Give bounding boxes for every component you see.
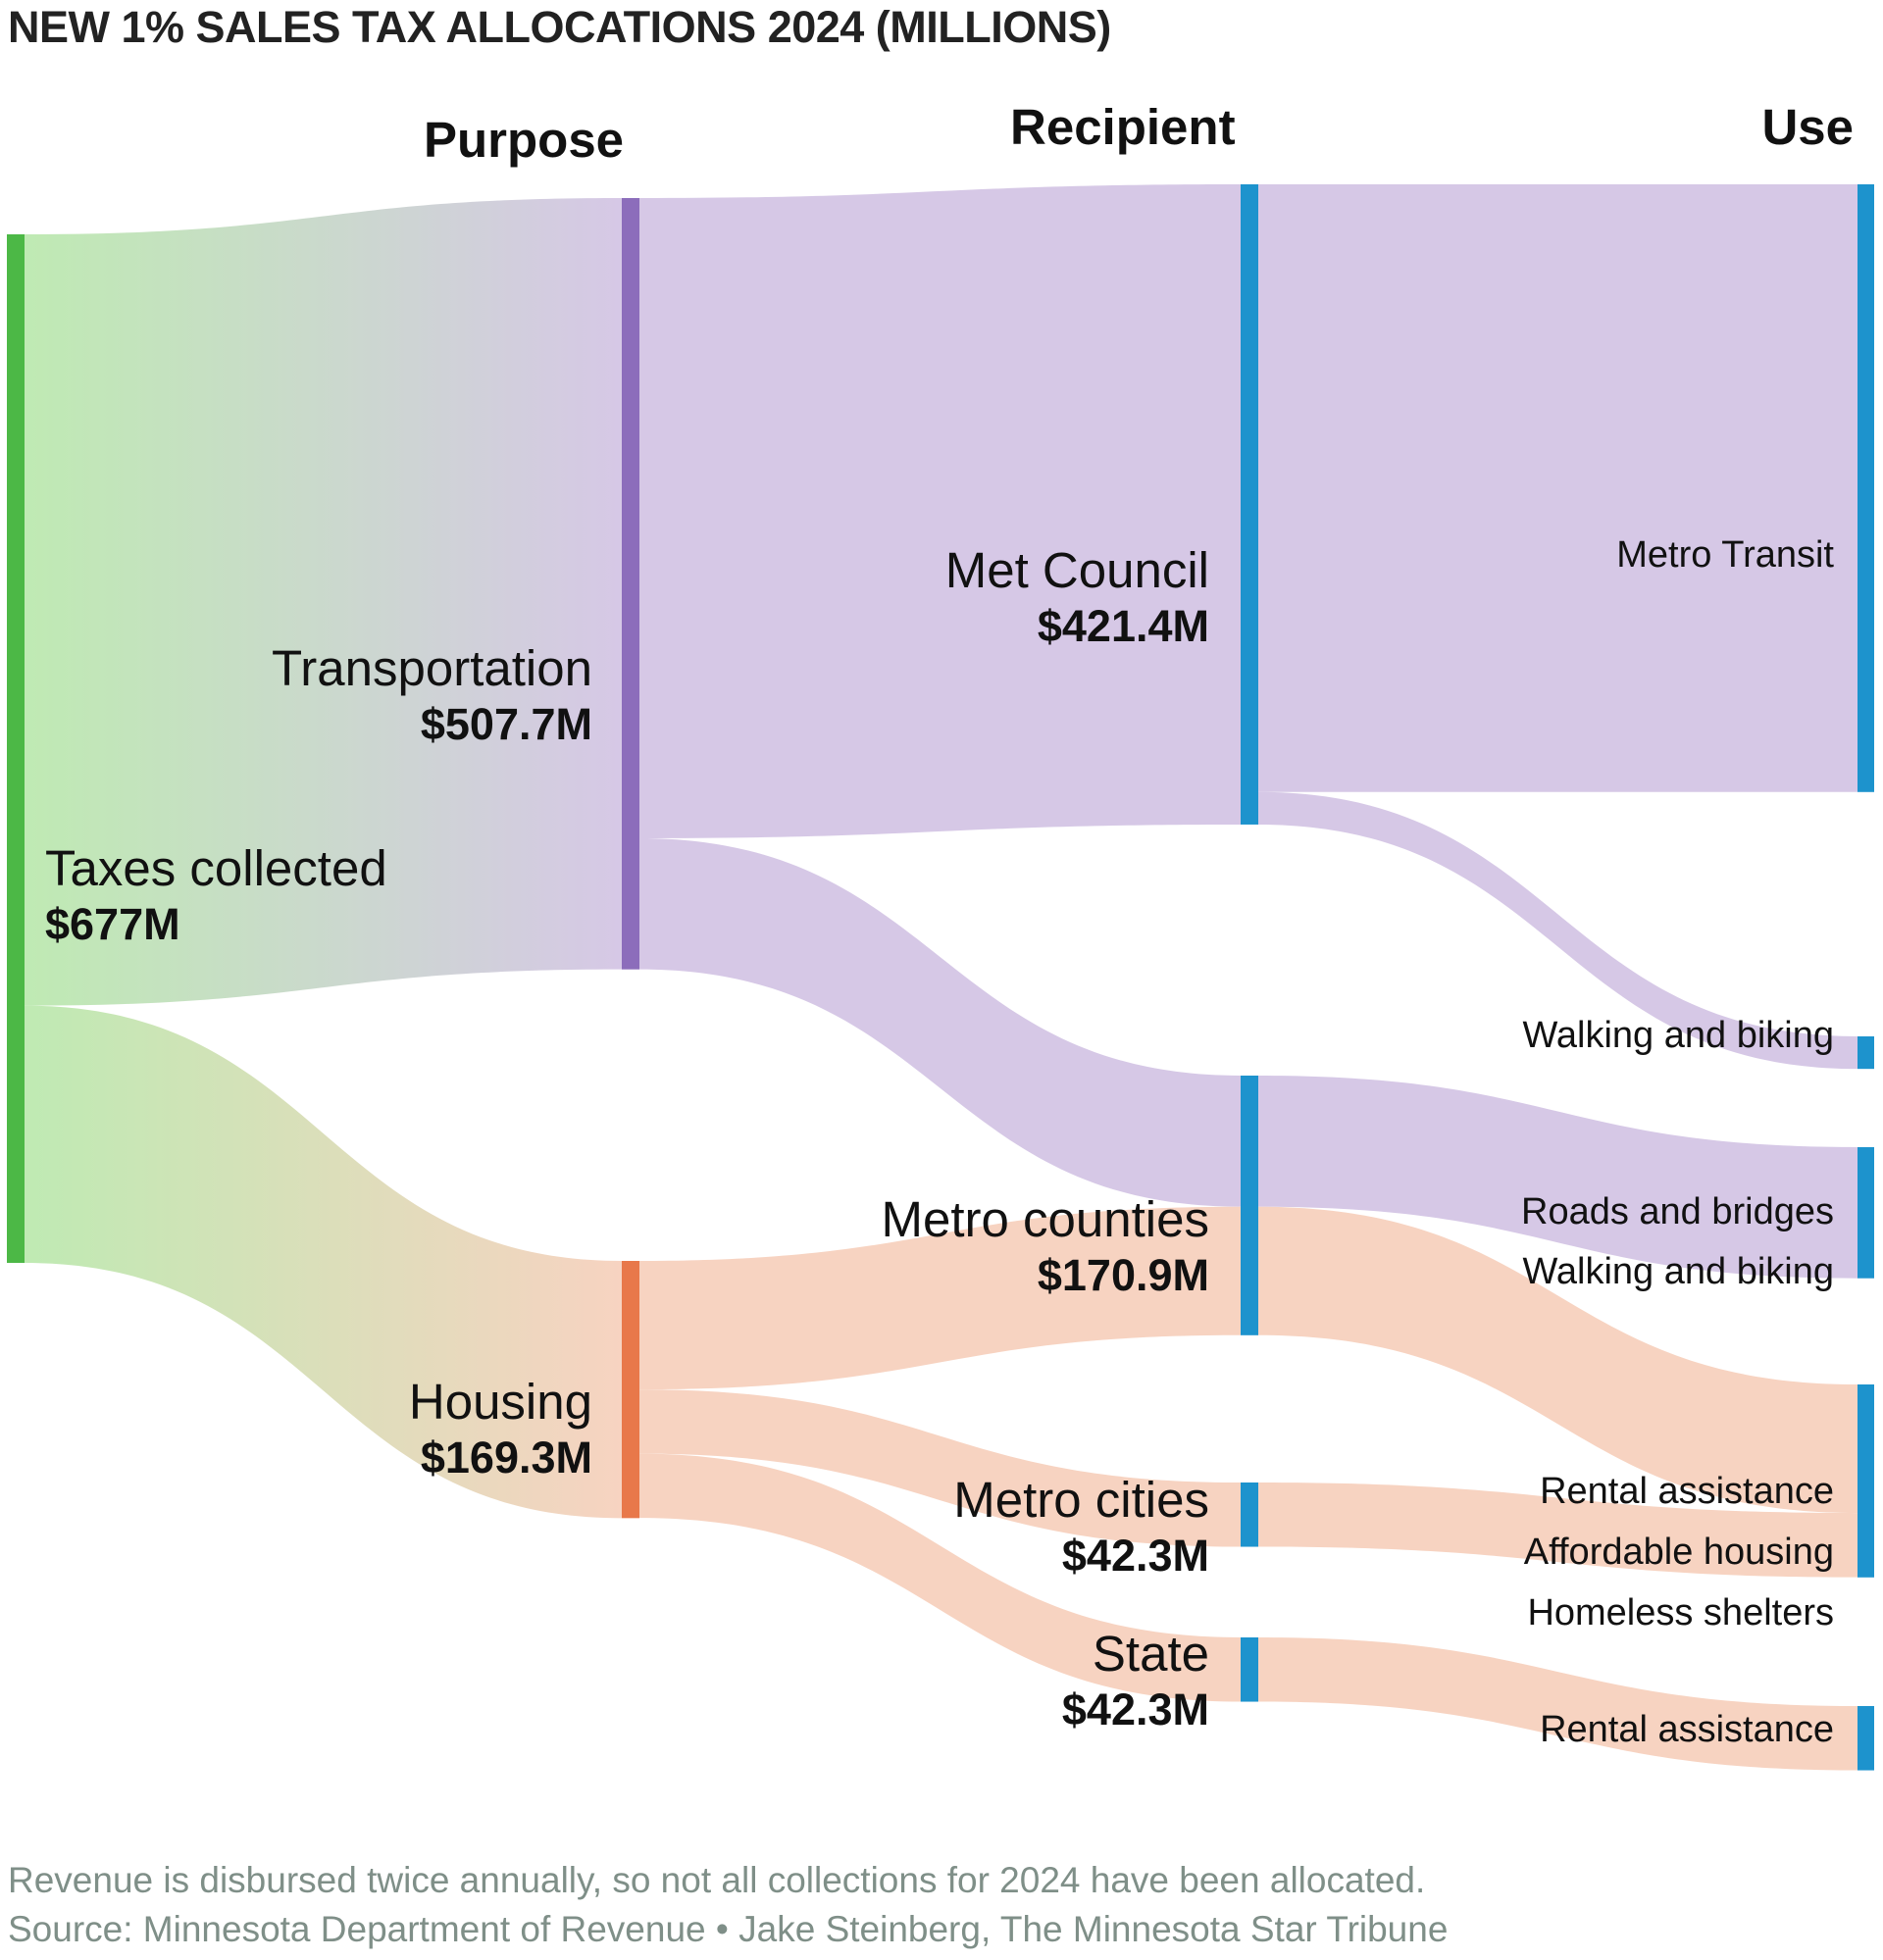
node-label-transportation: Transportation $507.7M <box>272 639 592 750</box>
use-label-walking-biking-met: Walking and biking <box>1522 1015 1834 1056</box>
node-label-state: State $42.3M <box>1062 1625 1209 1735</box>
node-value: $421.4M <box>1037 601 1209 652</box>
node-bar-recipient-3 <box>1241 1637 1258 1702</box>
node-name: Metro cities <box>953 1472 1209 1528</box>
node-name: Housing <box>408 1374 592 1430</box>
node-bar-use-1 <box>1858 1036 1874 1070</box>
node-name: Taxes collected <box>45 840 387 896</box>
node-name: Met Council <box>944 542 1209 598</box>
node-name: State <box>1092 1626 1209 1682</box>
node-label-met-council: Met Council $421.4M <box>945 541 1209 652</box>
node-value: $169.3M <box>420 1432 592 1483</box>
node-bar-use-3 <box>1858 1384 1874 1578</box>
node-label-taxes-collected: Taxes collected $677M <box>45 839 387 950</box>
use-label-rental-assistance: Rental assistance <box>1540 1471 1834 1512</box>
node-bar-use-0 <box>1858 184 1874 792</box>
flow-taxes-housing <box>25 1005 622 1519</box>
node-value: $42.3M <box>1061 1531 1209 1582</box>
node-bar-use-4 <box>1858 1706 1874 1771</box>
node-bar-taxes-collected <box>7 234 25 1264</box>
flow-transportation-met-council <box>639 184 1241 838</box>
node-bar-use-2 <box>1858 1147 1874 1279</box>
node-value: $42.3M <box>1061 1684 1209 1735</box>
flow-taxes-transportation <box>25 198 622 1006</box>
footnote-note: Revenue is disbursed twice annually, so … <box>8 1860 1426 1900</box>
use-label-affordable-housing: Affordable housing <box>1523 1532 1834 1573</box>
flow-met-council-walking-biking <box>1258 791 1858 1070</box>
node-bar-recipient-0 <box>1241 184 1258 825</box>
use-label-rental-assistance-state: Rental assistance <box>1540 1709 1834 1750</box>
use-label-metro-transit: Metro Transit <box>1616 534 1834 576</box>
flow-housing-metro-cities <box>639 1389 1241 1547</box>
flow-housing-metro-counties <box>639 1206 1241 1390</box>
node-bar-recipient-1 <box>1241 1076 1258 1335</box>
flow-cities-housing-uses <box>1258 1483 1858 1578</box>
chart-title: NEW 1% SALES TAX ALLOCATIONS 2024 (MILLI… <box>8 2 1111 52</box>
node-label-metro-counties: Metro counties $170.9M <box>882 1190 1210 1301</box>
use-label-homeless-shelters: Homeless shelters <box>1527 1592 1834 1633</box>
column-header-recipient: Recipient <box>1010 99 1236 155</box>
node-bar-housing <box>622 1261 639 1519</box>
node-value: $170.9M <box>1037 1250 1209 1301</box>
flow-met-council-metro-transit <box>1258 184 1858 792</box>
footnote-source: Source: Minnesota Department of Revenue … <box>8 1909 1449 1949</box>
node-name: Metro counties <box>881 1191 1210 1247</box>
column-header-use: Use <box>1761 99 1854 155</box>
node-bar-transportation <box>622 198 639 970</box>
flow-housing-state <box>639 1453 1241 1702</box>
node-bar-recipient-2 <box>1241 1483 1258 1547</box>
use-label-roads-bridges: Roads and bridges <box>1521 1191 1834 1232</box>
use-label-walking-biking-counties: Walking and biking <box>1522 1251 1834 1292</box>
flow-counties-roads-bridges <box>1258 1076 1858 1279</box>
node-label-metro-cities: Metro cities $42.3M <box>953 1471 1209 1582</box>
flow-state-rental-assistance <box>1258 1637 1858 1771</box>
column-header-purpose: Purpose <box>424 112 625 168</box>
node-label-housing: Housing $169.3M <box>409 1373 592 1483</box>
node-value: $507.7M <box>420 699 592 750</box>
node-value: $677M <box>45 899 180 950</box>
flow-counties-housing-uses <box>1258 1206 1858 1514</box>
flow-transportation-metro-counties <box>639 837 1241 1207</box>
node-name: Transportation <box>272 640 592 696</box>
